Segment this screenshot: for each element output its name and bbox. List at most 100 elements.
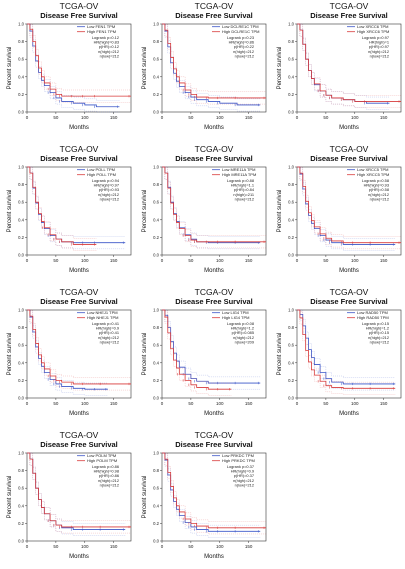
y-tick-label: 0.6 (288, 343, 294, 348)
survival-chart-4: TCGA-OV Disease Free Survival 0.0 0.2 0.4 0.6… (5, 143, 135, 278)
x-tick-label: 150 (245, 544, 253, 549)
y-tick-label: 0.4 (288, 74, 294, 79)
chart-title: TCGA-OV (330, 144, 369, 154)
chart-title: TCGA-OV (195, 430, 234, 440)
stat-text: n(high)=212 (233, 478, 254, 483)
legend-label-high: High DCLRE1C TPM (222, 29, 260, 34)
x-tick-label: 0 (161, 115, 164, 120)
legend-label-low: Low RAD50 TPM (357, 310, 388, 315)
y-tick-label: 0.4 (18, 74, 24, 79)
stat-text: HR(high)=0.9 (231, 469, 254, 474)
plot-frame (161, 23, 267, 113)
x-tick-label: 50 (188, 115, 194, 120)
stat-text: Logrank p=0.97 (362, 35, 389, 40)
x-axis-label: Months (339, 125, 359, 131)
y-tick-label: 0.8 (153, 182, 159, 187)
plot-frame (26, 166, 132, 256)
series-low-ci-lower (162, 452, 261, 538)
series-high-line (297, 309, 396, 389)
legend-label-high: High POLL TPM (87, 172, 116, 177)
y-tick-label: 0.6 (18, 200, 24, 205)
y-tick-label: 0.4 (288, 360, 294, 365)
chart-title: TCGA-OV (330, 1, 369, 11)
stat-text: Logrank p=0.15 (362, 321, 389, 326)
x-tick-label: 150 (380, 258, 388, 263)
stat-text: Logrank p=0.08 (227, 321, 254, 326)
x-tick-label: 100 (351, 401, 359, 406)
plot-frame (296, 23, 402, 113)
y-tick-label: 0.0 (18, 110, 24, 115)
legend-label-low: Low LIG4 TPM (222, 310, 249, 315)
y-tick-label: 0.8 (18, 182, 24, 187)
x-tick-label: 50 (53, 401, 59, 406)
y-tick-label: 0.6 (153, 486, 159, 491)
y-tick-label: 0.6 (18, 57, 24, 62)
y-tick-label: 0.2 (153, 92, 159, 97)
legend-label-low: Low PRKDC TPM (222, 453, 254, 458)
x-tick-label: 100 (351, 258, 359, 263)
x-tick-label: 0 (161, 401, 164, 406)
y-tick-label: 0.4 (18, 360, 24, 365)
legend-label-low: Low FEN1 TPM (87, 24, 115, 29)
series-low-ci-lower (27, 309, 108, 396)
stat-text: p(HR)=0.12 (99, 44, 119, 49)
stat-text: n(high)=212 (98, 478, 119, 483)
series-high-ci-lower (27, 309, 131, 391)
series-high-line (162, 166, 266, 243)
chart-subtitle: Disease Free Survival (175, 440, 253, 449)
legend-label-low: Low NHEJ1 TPM (87, 310, 118, 315)
y-tick-label: 0.8 (18, 39, 24, 44)
chart-subtitle: Disease Free Survival (40, 11, 118, 20)
y-tick-label: 1.0 (153, 165, 159, 170)
x-tick-label: 100 (216, 544, 224, 549)
legend-label-low: Low POLL TPM (87, 167, 115, 172)
stat-text: p(HR)=0.58 (369, 187, 389, 192)
y-tick-label: 1.0 (288, 165, 294, 170)
series-high-ci-upper (162, 309, 232, 384)
chart-subtitle: Disease Free Survival (310, 297, 388, 306)
x-tick-label: 100 (81, 258, 89, 263)
y-tick-label: 0.0 (288, 253, 294, 258)
survival-chart-8: TCGA-OV Disease Free Survival 0.0 0.2 0.4 0.6… (140, 286, 270, 421)
x-tick-label: 150 (110, 258, 118, 263)
x-tick-label: 50 (323, 258, 329, 263)
stat-text: p(HR)=0.84 (234, 187, 255, 192)
y-tick-label: 1.0 (18, 22, 24, 27)
stat-text: p(HR)=0.37 (234, 473, 254, 478)
y-tick-label: 0.2 (288, 92, 294, 97)
series-high-line (27, 23, 131, 97)
stat-text: n(low)=209 (235, 339, 254, 344)
stat-text: Logrank p=0.41 (92, 321, 119, 326)
x-tick-label: 150 (110, 544, 118, 549)
stat-text: p(HR)=0.86 (99, 473, 119, 478)
series-high-ci-upper (162, 166, 266, 236)
stat-text: p(HR)=0.41 (99, 330, 119, 335)
series-high-ci-lower (162, 309, 232, 396)
y-tick-label: 0.6 (18, 486, 24, 491)
y-tick-label: 0.8 (153, 325, 159, 330)
legend-label-high: High RAD50 TPM (357, 315, 389, 320)
y-tick-label: 0.2 (153, 378, 159, 383)
legend-label-high: High FEN1 TPM (87, 29, 116, 34)
y-tick-label: 0.2 (18, 235, 24, 240)
plot-frame (161, 452, 267, 542)
chart-subtitle: Disease Free Survival (175, 11, 253, 20)
stat-text: n(high)=212 (368, 49, 389, 54)
stat-text: p(HR)=0.085 (232, 330, 254, 335)
plot-frame (296, 309, 402, 399)
y-tick-label: 1.0 (153, 308, 159, 313)
x-axis-label: Months (204, 411, 224, 417)
x-tick-label: 0 (26, 115, 29, 120)
stat-text: n(low)=212 (100, 482, 119, 487)
stat-text: HR(high)=0.93 (364, 183, 389, 188)
y-tick-label: 0.8 (18, 325, 24, 330)
stat-text: HR(high)=1.2 (231, 326, 254, 331)
y-tick-label: 0.2 (288, 378, 294, 383)
y-tick-label: 0.2 (18, 378, 24, 383)
series-high-ci-upper (27, 166, 97, 239)
chart-title: TCGA-OV (195, 287, 234, 297)
